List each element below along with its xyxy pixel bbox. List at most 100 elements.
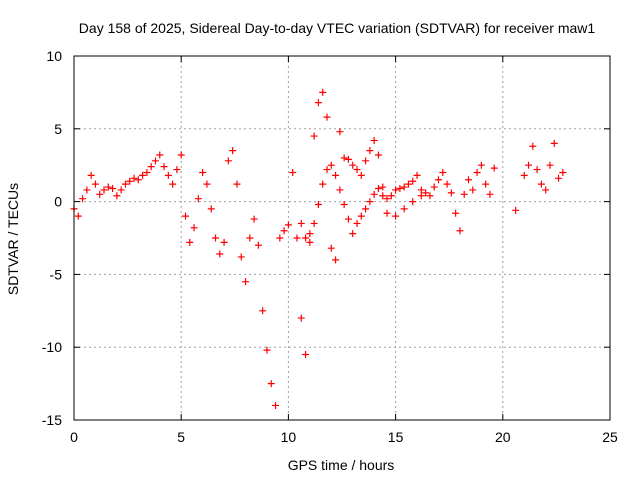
data-point	[306, 230, 314, 238]
plot-frame	[73, 55, 611, 421]
y-axis-label: SDTVAR / TECUs	[5, 183, 21, 295]
data-point	[327, 161, 335, 169]
data-point	[169, 180, 177, 188]
data-point	[164, 171, 172, 179]
data-point	[409, 198, 417, 206]
data-point	[242, 278, 250, 286]
data-point	[207, 205, 215, 213]
data-point	[289, 168, 297, 176]
data-point	[173, 166, 181, 174]
data-point	[319, 88, 327, 96]
data-point	[156, 151, 164, 159]
data-point	[109, 184, 117, 192]
data-point	[362, 205, 370, 213]
data-point	[121, 180, 129, 188]
data-point	[237, 253, 245, 261]
data-point	[387, 192, 395, 200]
data-point	[366, 198, 374, 206]
data-point	[233, 180, 241, 188]
data-point	[529, 142, 537, 150]
data-point	[314, 201, 322, 209]
data-point	[246, 234, 254, 242]
data-point	[400, 205, 408, 213]
data-point	[344, 215, 352, 223]
data-point	[117, 186, 125, 194]
data-point	[383, 209, 391, 217]
data-point	[224, 157, 232, 165]
data-point	[340, 201, 348, 209]
data-point	[409, 177, 417, 185]
data-point	[396, 184, 404, 192]
data-point	[203, 180, 211, 188]
data-point	[422, 189, 430, 197]
data-point	[186, 238, 194, 246]
data-point	[79, 195, 87, 203]
data-point	[370, 136, 378, 144]
x-tick-label: 5	[177, 429, 185, 445]
data-point	[404, 180, 412, 188]
data-point	[229, 147, 237, 155]
data-point	[259, 307, 267, 315]
data-point	[550, 139, 558, 147]
data-point	[383, 195, 391, 203]
data-point	[284, 221, 292, 229]
data-point	[177, 151, 185, 159]
data-point	[267, 380, 275, 388]
data-point	[542, 186, 550, 194]
data-point	[323, 166, 331, 174]
y-tick-label: -15	[42, 412, 62, 428]
data-point	[327, 244, 335, 252]
data-point	[87, 171, 95, 179]
data-point	[96, 190, 104, 198]
data-point	[490, 164, 498, 172]
data-point	[533, 166, 541, 174]
x-tick-label: 15	[388, 429, 404, 445]
data-point	[194, 195, 202, 203]
data-point	[310, 132, 318, 140]
x-tick-label: 20	[495, 429, 511, 445]
data-point	[546, 161, 554, 169]
data-point	[276, 234, 284, 242]
data-point	[456, 227, 464, 235]
data-point	[400, 183, 408, 191]
data-point	[74, 212, 82, 220]
data-point	[340, 154, 348, 162]
data-point	[473, 168, 481, 176]
data-point	[113, 192, 121, 200]
data-point	[143, 168, 151, 176]
data-point	[212, 234, 220, 242]
data-point	[366, 147, 374, 155]
data-point	[447, 189, 455, 197]
data-point	[357, 171, 365, 179]
data-point	[357, 212, 365, 220]
x-tick-label: 10	[281, 429, 297, 445]
data-point	[254, 241, 262, 249]
data-points	[70, 88, 567, 409]
y-tick-label: -10	[42, 339, 62, 355]
data-point	[293, 234, 301, 242]
data-point	[464, 176, 472, 184]
data-point	[392, 186, 400, 194]
data-point	[332, 171, 340, 179]
data-point	[297, 219, 305, 227]
data-point	[353, 219, 361, 227]
data-point	[139, 171, 147, 179]
data-point	[310, 219, 318, 227]
data-point	[332, 256, 340, 264]
data-point	[486, 190, 494, 198]
data-point	[362, 157, 370, 165]
data-point	[520, 171, 528, 179]
data-point	[190, 224, 198, 232]
data-point	[319, 180, 327, 188]
y-tick-label: 5	[54, 121, 62, 137]
data-point	[349, 161, 357, 169]
data-point	[430, 183, 438, 191]
data-point	[469, 186, 477, 194]
data-point	[250, 215, 258, 223]
x-tick-label: 0	[70, 429, 78, 445]
data-point	[439, 168, 447, 176]
data-point	[426, 192, 434, 200]
data-point	[443, 180, 451, 188]
data-point	[525, 161, 533, 169]
